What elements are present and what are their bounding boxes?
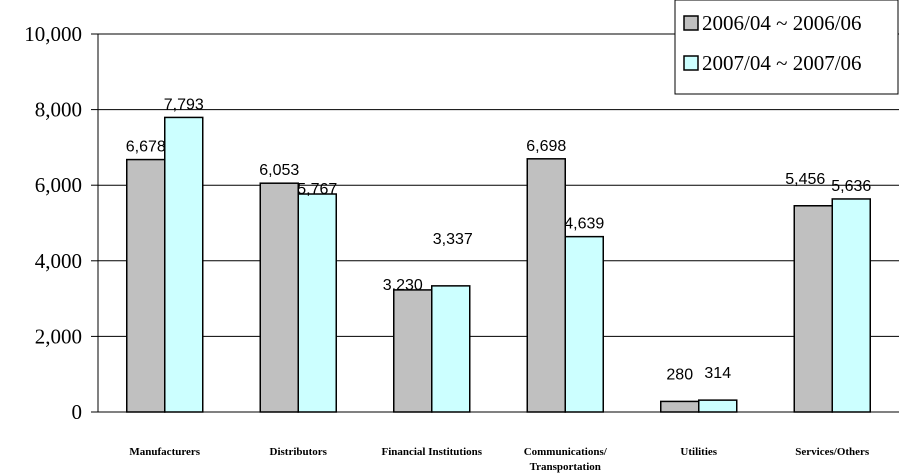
bar	[660, 400, 700, 413]
bar	[698, 399, 738, 413]
bar	[259, 182, 299, 413]
data-label: 4,639	[564, 216, 604, 233]
legend: 2006/04 ~ 2006/06 2007/04 ~ 2007/06	[674, 0, 899, 95]
gridlines	[98, 33, 899, 413]
data-label: 314	[704, 365, 731, 382]
x-category-label: Communications/	[524, 446, 608, 458]
data-label: 280	[666, 366, 693, 383]
y-tick-label: 4,000	[35, 249, 82, 273]
data-label: 6,053	[259, 162, 299, 179]
y-axis: 0 2,000 4,000 6,000 8,000 10,000	[24, 22, 99, 424]
bar	[297, 193, 337, 413]
data-label: 3,230	[383, 277, 423, 294]
bar	[564, 235, 604, 413]
bar	[526, 158, 566, 413]
bars	[126, 116, 871, 413]
bar	[431, 285, 471, 413]
bar	[831, 198, 871, 413]
data-label: 6,698	[526, 138, 566, 155]
y-tick-label: 8,000	[35, 98, 82, 122]
x-category-label: Services/Others	[795, 446, 870, 458]
bar	[126, 158, 166, 413]
x-category-label: Transportation	[530, 461, 601, 473]
data-label: 5,636	[831, 178, 871, 195]
legend-label: 2007/04 ~ 2007/06	[702, 51, 862, 75]
data-label: 7,793	[164, 96, 204, 113]
data-labels: 6,678 7,793 6,053 5,767 3,230 3,337 6,698 4,639…	[126, 96, 872, 383]
x-axis-categories: Manufacturers Distributors Financial Insti…	[129, 446, 870, 473]
bar	[393, 289, 433, 413]
legend-label: 2006/04 ~ 2006/06	[702, 11, 862, 35]
data-label: 5,767	[297, 181, 337, 198]
x-category-label: Manufacturers	[129, 446, 200, 458]
x-category-label: Financial Institutions	[381, 446, 482, 458]
x-category-label: Distributors	[270, 446, 328, 458]
legend-swatch	[683, 15, 699, 31]
y-tick-label: 10,000	[24, 22, 82, 46]
data-label: 6,678	[126, 139, 166, 156]
y-tick-label: 6,000	[35, 173, 82, 197]
data-label: 5,456	[785, 171, 825, 188]
x-category-label: Utilities	[680, 446, 717, 458]
legend-swatch	[683, 55, 699, 71]
legend-box	[674, 0, 899, 95]
y-tick-label: 2,000	[35, 324, 82, 348]
y-tick-label: 0	[72, 400, 83, 424]
bar	[164, 116, 204, 413]
data-label: 3,337	[433, 231, 473, 248]
bar	[793, 205, 833, 413]
